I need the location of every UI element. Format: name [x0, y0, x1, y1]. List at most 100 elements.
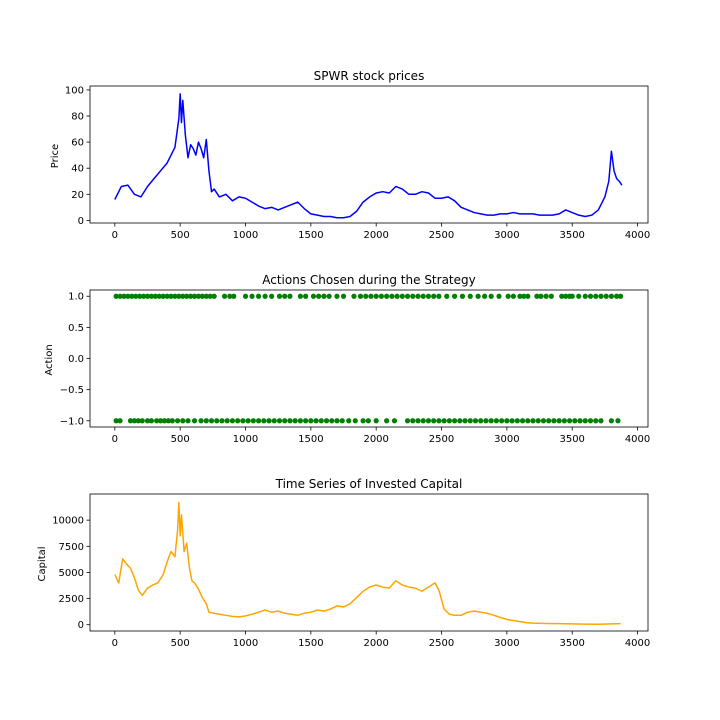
actions-point	[499, 418, 505, 424]
actions-chart-axes: 0 500 1000 1500 2000 2500 3000 3500 4000 −1.0 −0.5…	[60, 292, 651, 445]
actions-point	[415, 293, 421, 299]
capital-chart-ylabel: Capital	[37, 546, 48, 581]
price-ytick-label: 60	[71, 138, 84, 149]
actions-point	[504, 418, 510, 424]
actions-point	[195, 293, 202, 299]
actions-point	[457, 418, 463, 424]
price-chart-marks	[114, 93, 623, 219]
actions-xtick-label: 2000	[363, 434, 388, 445]
actions-point	[164, 293, 170, 299]
actions-point	[410, 418, 416, 424]
actions-point	[360, 418, 366, 424]
actions-point	[242, 293, 249, 299]
actions-point	[282, 293, 288, 299]
actions-point	[446, 418, 452, 424]
actions-ytick-label: 0.0	[68, 354, 84, 365]
actions-point	[137, 293, 143, 299]
actions-point	[505, 293, 511, 299]
actions-point	[176, 293, 182, 299]
actions-point	[208, 418, 215, 424]
price-chart-frame	[89, 85, 649, 224]
actions-point	[363, 293, 369, 299]
actions-chart-frame	[89, 289, 649, 428]
actions-xtick-label: 0	[112, 434, 118, 445]
actions-point	[478, 418, 484, 424]
actions-point	[587, 418, 594, 424]
actions-point	[404, 418, 411, 424]
actions-point	[488, 418, 494, 424]
actions-point	[462, 418, 468, 424]
actions-point	[318, 418, 324, 424]
actions-point	[203, 418, 209, 424]
actions-point	[488, 293, 494, 299]
actions-point	[368, 293, 374, 299]
capital-xtick-label: 1500	[298, 638, 323, 649]
actions-point	[467, 418, 473, 424]
actions-point	[538, 293, 544, 299]
actions-xtick-label: 3000	[494, 434, 519, 445]
actions-point	[566, 418, 573, 424]
actions-point	[321, 293, 327, 299]
capital-chart-panel: Time Series of Invested Capital Capital …	[37, 477, 650, 649]
actions-point	[451, 418, 458, 424]
actions-point	[255, 418, 262, 424]
actions-point	[229, 418, 236, 424]
actions-point	[117, 293, 123, 299]
actions-point	[152, 293, 158, 299]
actions-point	[156, 293, 162, 299]
actions-ytick-label: 1.0	[68, 292, 84, 303]
actions-point	[303, 418, 309, 424]
actions-point	[139, 418, 145, 424]
price-xtick-label: 1500	[298, 230, 323, 241]
actions-point	[303, 293, 309, 299]
actions-point	[441, 418, 447, 424]
actions-point	[365, 418, 371, 424]
actions-point	[509, 418, 515, 424]
actions-point	[266, 418, 272, 424]
actions-point	[431, 293, 437, 299]
actions-point	[598, 293, 604, 299]
actions-point	[587, 293, 594, 299]
actions-point	[593, 418, 599, 424]
price-ytick-label: 100	[65, 85, 84, 96]
actions-ytick-label: 0.5	[68, 323, 84, 334]
actions-point	[198, 418, 204, 424]
price-xtick-label: 0	[112, 230, 118, 241]
actions-point	[255, 293, 262, 299]
actions-xtick-label: 1000	[233, 434, 258, 445]
actions-point	[608, 418, 615, 424]
actions-point	[131, 418, 138, 424]
actions-chart-title: Actions Chosen during the Strategy	[262, 273, 475, 287]
actions-point	[534, 293, 540, 299]
actions-point	[180, 293, 186, 299]
actions-point	[615, 418, 621, 424]
actions-point	[593, 293, 599, 299]
price-ytick-label: 20	[71, 190, 84, 201]
capital-xtick-label: 2000	[363, 638, 388, 649]
actions-point	[431, 418, 437, 424]
actions-point	[271, 418, 277, 424]
price-xtick-label: 4000	[625, 230, 650, 241]
capital-ytick-label: 5000	[59, 568, 84, 579]
actions-point	[144, 418, 151, 424]
actions-point	[482, 293, 488, 299]
actions-point	[334, 293, 340, 299]
actions-point	[250, 418, 256, 424]
capital-xtick-label: 500	[171, 638, 190, 649]
actions-point	[207, 293, 213, 299]
capital-series-line	[114, 501, 621, 626]
actions-point	[525, 418, 531, 424]
actions-point	[572, 418, 578, 424]
actions-point	[496, 293, 502, 299]
actions-ytick-label: −1.0	[60, 416, 84, 427]
actions-point	[546, 418, 552, 424]
actions-point	[514, 418, 520, 424]
price-xtick-label: 3500	[559, 230, 584, 241]
actions-point	[287, 418, 293, 424]
actions-point	[188, 293, 194, 299]
price-chart-title: SPWR stock prices	[314, 69, 425, 83]
capital-xtick-label: 3000	[494, 638, 519, 649]
capital-ytick-label: 7500	[59, 542, 84, 553]
actions-point	[389, 293, 395, 299]
